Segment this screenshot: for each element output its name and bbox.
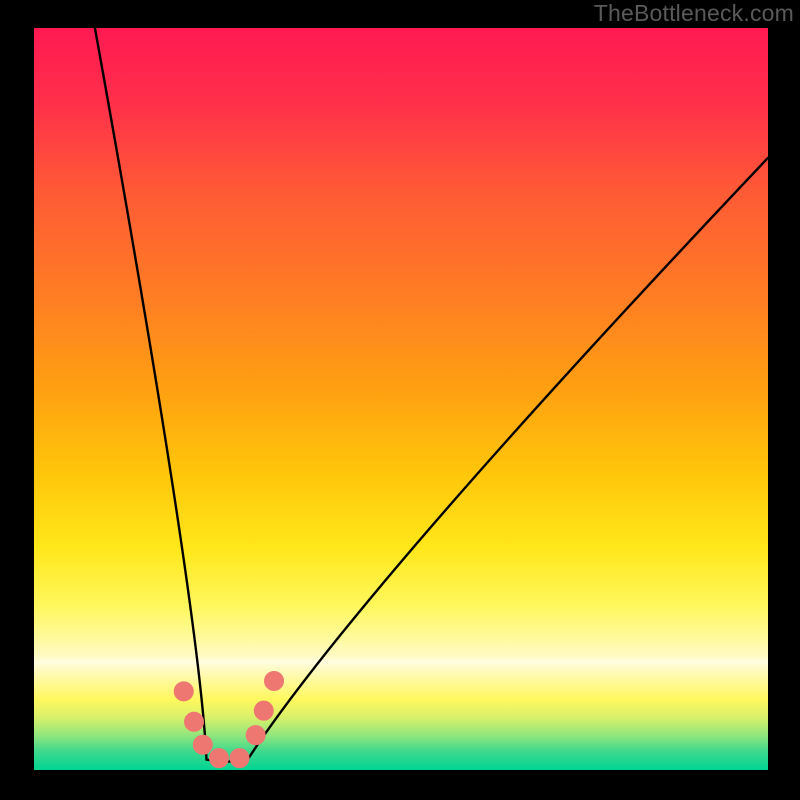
plot-area <box>34 28 768 770</box>
marker-dot <box>193 735 212 754</box>
watermark-text: TheBottleneck.com <box>594 0 794 27</box>
marker-dot <box>230 749 249 768</box>
marker-dot <box>254 701 273 720</box>
marker-dot <box>246 726 265 745</box>
chart-stage: TheBottleneck.com <box>0 0 800 800</box>
marker-dot <box>185 712 204 731</box>
chart-svg <box>0 0 800 800</box>
marker-dot <box>174 682 193 701</box>
marker-dot <box>209 749 228 768</box>
marker-dot <box>265 671 284 690</box>
